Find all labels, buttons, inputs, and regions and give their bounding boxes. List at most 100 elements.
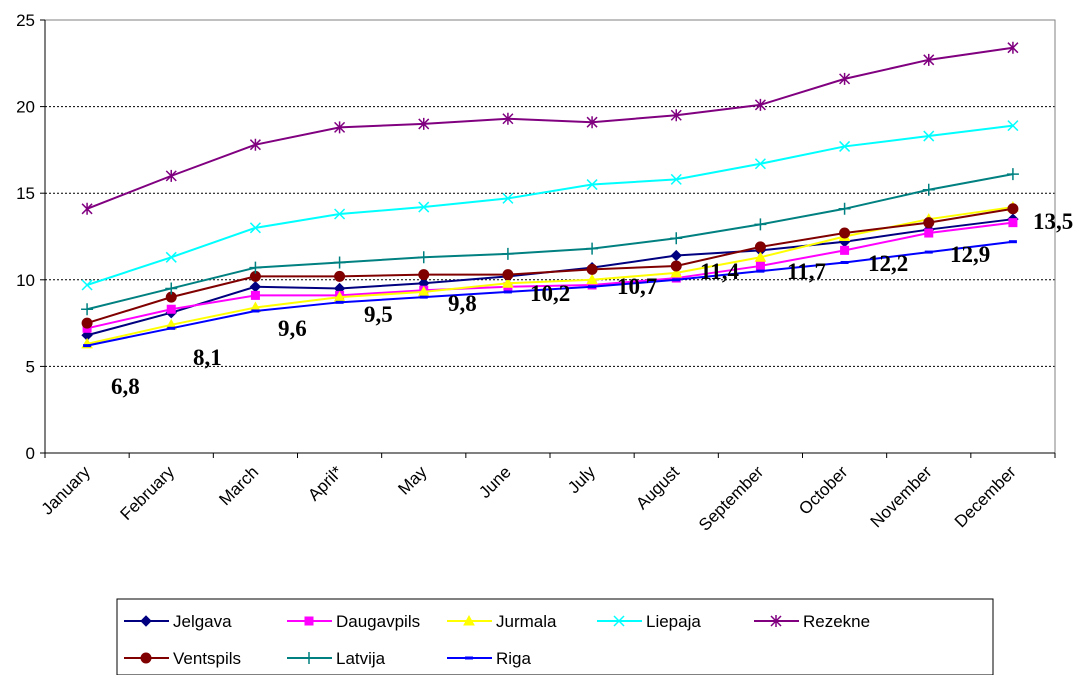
data-point	[335, 300, 344, 304]
data-point	[922, 183, 935, 196]
data-point	[167, 326, 176, 330]
gridlines	[45, 19, 1055, 367]
data-point	[251, 309, 260, 313]
data-point	[166, 304, 176, 314]
data-point	[923, 130, 935, 142]
data-point	[83, 344, 92, 348]
data-point	[1006, 168, 1019, 181]
data-point	[670, 232, 683, 245]
data-point	[417, 251, 430, 264]
legend-label: Jelgava	[173, 612, 232, 631]
x-tick-label: January	[38, 462, 95, 519]
data-point	[333, 256, 346, 269]
data-point	[249, 281, 262, 293]
data-point	[81, 279, 93, 291]
legend-marker	[613, 615, 625, 627]
x-tick-label: April*	[304, 462, 346, 504]
series-line-riga	[86, 240, 1014, 347]
data-point	[754, 218, 767, 231]
legend-marker	[770, 615, 782, 627]
data-point	[755, 261, 765, 271]
legend-marker	[465, 656, 473, 660]
data-point	[586, 263, 598, 275]
data-point	[81, 303, 94, 316]
data-point	[165, 282, 178, 295]
x-tick-label: October	[795, 462, 851, 518]
data-label: 10,7	[617, 274, 657, 299]
series-lines	[81, 41, 1019, 349]
legend-box	[116, 598, 994, 676]
series-jelgava	[81, 213, 1019, 341]
plot-border	[44, 19, 1056, 454]
data-point	[840, 260, 849, 264]
legend-label: Ventspils	[173, 649, 241, 668]
data-point	[754, 158, 766, 170]
data-point	[334, 270, 346, 282]
series-riga	[83, 240, 1017, 348]
y-tick-label: 25	[16, 11, 35, 30]
legend: Jelgava Daugavpils Jurmala Liepaja Rezekne Ve…	[116, 598, 994, 676]
legend-marker	[304, 616, 314, 626]
series-line-daugavpils	[86, 221, 1014, 330]
data-point	[586, 273, 598, 285]
data-label: 11,7	[787, 259, 826, 284]
data-point	[670, 249, 682, 262]
data-point	[418, 201, 430, 213]
data-label: 10,2	[530, 281, 570, 306]
legend-marker	[140, 652, 152, 664]
data-point	[586, 179, 598, 191]
data-point	[250, 290, 260, 300]
data-point	[503, 290, 512, 294]
data-point	[1008, 240, 1017, 244]
data-point	[418, 117, 430, 130]
data-point	[839, 72, 851, 85]
data-label: 11,4	[700, 259, 739, 284]
data-point	[81, 317, 93, 329]
data-point	[586, 116, 598, 129]
series-line-jurmala	[86, 206, 1014, 345]
x-tick-label: August	[632, 462, 683, 513]
series-liepaja	[81, 120, 1019, 291]
legend-marker	[303, 652, 315, 664]
data-point	[670, 173, 682, 185]
data-point	[754, 98, 766, 111]
data-point	[923, 217, 935, 229]
data-point	[1007, 41, 1019, 54]
x-tick-label: February	[117, 462, 179, 524]
data-label: 9,6	[278, 316, 307, 341]
data-point	[418, 269, 430, 281]
data-point	[839, 227, 851, 239]
legend-item-ventspils: Ventspils	[124, 649, 241, 668]
data-point	[249, 261, 262, 274]
legend-item-latvija: Latvija	[287, 649, 386, 668]
series-rezekne	[81, 41, 1019, 215]
legend-item-riga: Riga	[447, 649, 532, 668]
y-tick-label: 0	[26, 444, 35, 463]
data-point	[754, 251, 767, 262]
legend-label: Rezekne	[803, 612, 870, 631]
data-point	[334, 208, 346, 220]
data-point	[924, 228, 934, 238]
series-latvija	[81, 168, 1019, 316]
data-point	[838, 202, 851, 215]
data-point	[670, 109, 682, 122]
legend-item-liepaja: Liepaja	[597, 612, 701, 631]
data-labels: 6,8 8,1 9,6 9,5 9,8 10,2 10,7 11,4 11,7 12,2 12,9 1…	[111, 209, 1073, 399]
data-point	[502, 269, 514, 281]
data-label: 9,5	[364, 302, 393, 327]
legend-item-rezekne: Rezekne	[754, 612, 870, 631]
data-point	[1007, 120, 1019, 132]
legend-label: Jurmala	[496, 612, 557, 631]
data-point	[924, 250, 933, 254]
data-point	[839, 140, 851, 152]
legend-label: Daugavpils	[336, 612, 420, 631]
y-tick-label: 10	[16, 271, 35, 290]
data-label: 13,5	[1033, 209, 1073, 234]
data-point	[81, 202, 93, 215]
data-point	[249, 222, 261, 234]
data-point	[586, 242, 599, 255]
legend-label: Latvija	[336, 649, 386, 668]
x-tick-label: June	[475, 462, 515, 502]
data-point	[165, 251, 177, 263]
series-line-latvija	[86, 173, 1014, 311]
